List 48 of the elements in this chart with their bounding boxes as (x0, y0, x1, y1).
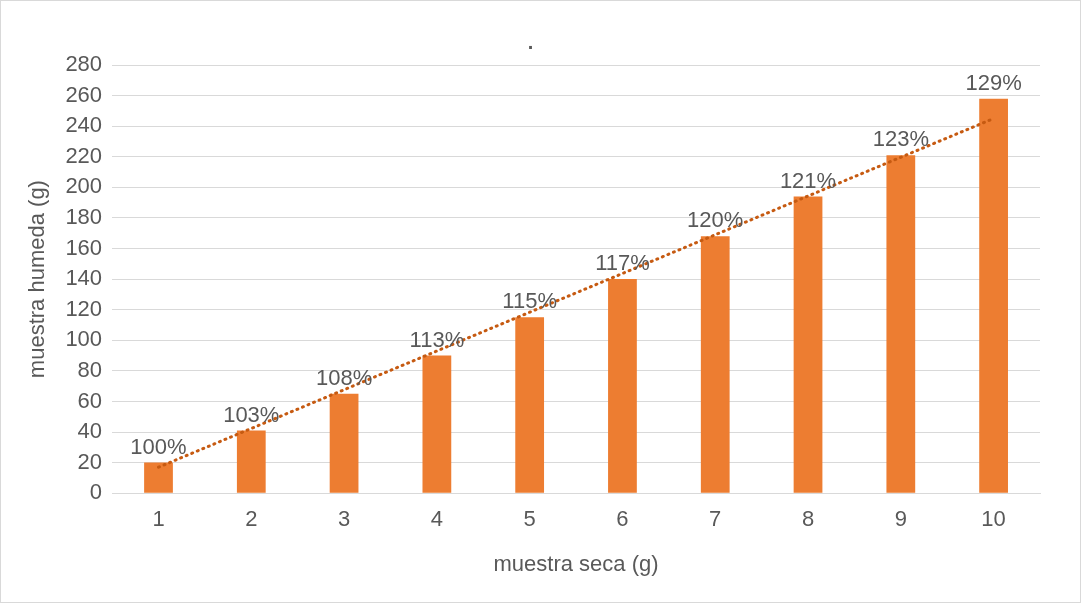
bar (793, 196, 823, 493)
y-tick-label: 100 (65, 326, 103, 352)
y-tick-label: 240 (65, 112, 103, 138)
annotation: 103% (223, 401, 280, 427)
annotation: 108% (315, 364, 373, 390)
y-tick-label: 140 (65, 265, 103, 291)
annotation: 115% (502, 288, 557, 314)
bar (886, 155, 916, 493)
y-tick-label: 20 (77, 448, 103, 474)
x-tick-label: 1 (152, 506, 165, 532)
x-tick-label: 3 (337, 506, 351, 532)
x-tick-label: 2 (245, 506, 258, 532)
annotation: 129% (965, 69, 1022, 95)
x-tick-label: 4 (430, 506, 443, 532)
bar (979, 98, 1008, 493)
y-tick-label: 40 (77, 418, 103, 444)
bar (700, 236, 730, 493)
y-tick-label: 280 (65, 51, 103, 77)
x-tick-label: 10 (981, 506, 1006, 532)
y-tick-label: 80 (77, 356, 103, 382)
y-tick-label: 120 (65, 295, 103, 321)
y-tick-label: 220 (65, 142, 103, 168)
y-tick-label: 60 (77, 387, 103, 413)
chart-title: . (527, 30, 534, 53)
bar (236, 430, 266, 493)
x-tick-label: 9 (894, 506, 907, 532)
bar (422, 355, 452, 493)
x-tick-label: 5 (523, 506, 536, 532)
annotation: 117% (595, 250, 650, 276)
y-tick-label: 180 (65, 203, 103, 229)
y-tick-label: 160 (65, 234, 103, 260)
annotation: 121% (779, 167, 837, 193)
x-tick-label: 6 (616, 506, 629, 532)
y-tick-label: 200 (65, 173, 103, 199)
bar (144, 462, 173, 493)
y-axis-title: muestra humeda (g) (24, 180, 50, 379)
x-axis-title: muestra seca (g) (493, 550, 659, 576)
x-tick-label: 8 (801, 506, 815, 532)
annotation: 100% (130, 433, 187, 459)
annotation: 123% (872, 126, 929, 152)
x-tick-label: 7 (709, 506, 722, 532)
annotation: 120% (687, 207, 744, 233)
y-tick-label: 260 (65, 81, 103, 107)
annotation: 113% (409, 326, 465, 352)
y-tick-label: 0 (89, 479, 103, 505)
bar (608, 279, 637, 493)
bar (515, 317, 545, 493)
bar (329, 393, 359, 493)
